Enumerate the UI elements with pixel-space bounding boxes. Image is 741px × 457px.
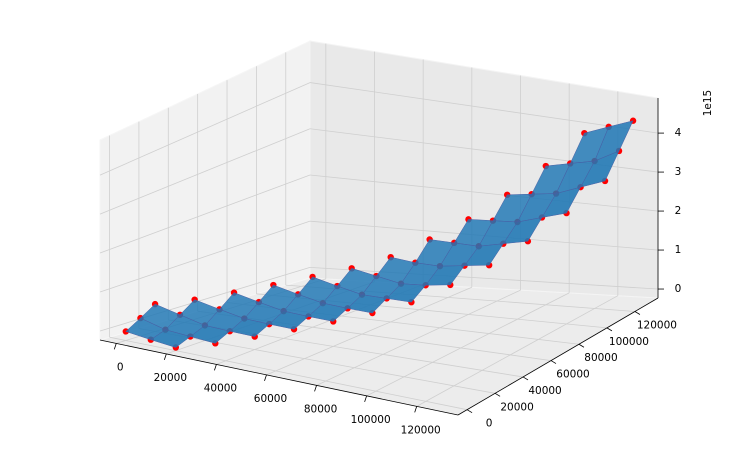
y-tick-label: 20000 bbox=[500, 401, 533, 413]
x-tick-label: 60000 bbox=[254, 393, 287, 405]
grid-line bbox=[309, 174, 659, 212]
grid-line bbox=[99, 82, 311, 176]
grid-line bbox=[138, 328, 496, 394]
y-tick-label: 120000 bbox=[637, 320, 677, 332]
tick-mark bbox=[113, 343, 117, 350]
tick-mark bbox=[264, 374, 267, 382]
y-tick-label: 80000 bbox=[584, 352, 617, 364]
x-tick-label: 40000 bbox=[204, 382, 237, 394]
z-tick-label: 0 bbox=[675, 283, 682, 295]
grid-line bbox=[99, 220, 311, 293]
x-tick-label: 120000 bbox=[401, 424, 441, 436]
tick-mark bbox=[466, 409, 473, 414]
grid-line bbox=[366, 292, 570, 397]
x-tick-label: 0 bbox=[117, 361, 124, 373]
grid-line bbox=[99, 128, 311, 215]
z-tick-label: 1 bbox=[675, 244, 682, 256]
tick-mark bbox=[578, 343, 585, 348]
x-tick-label: 80000 bbox=[304, 403, 337, 415]
grid-line bbox=[99, 174, 311, 254]
grid-line bbox=[266, 286, 472, 376]
y-axis-line bbox=[457, 297, 659, 416]
grid-line bbox=[309, 266, 659, 290]
grid-line bbox=[309, 82, 659, 134]
tick-mark bbox=[550, 360, 557, 364]
grid-line bbox=[316, 289, 521, 386]
x-tick-label: 100000 bbox=[351, 414, 391, 426]
grid-line bbox=[109, 336, 468, 411]
y-tick-label: 100000 bbox=[609, 336, 649, 348]
tick-mark bbox=[522, 376, 529, 381]
z-tick-label: 3 bbox=[675, 166, 682, 178]
tick-mark bbox=[634, 311, 641, 315]
grid-line bbox=[99, 266, 311, 332]
y-tick-label: 40000 bbox=[528, 385, 561, 397]
tick-mark bbox=[364, 395, 368, 402]
y-tick-label: 0 bbox=[486, 418, 493, 430]
z-offset-label: 1e15 bbox=[702, 90, 714, 117]
z-tick-label: 2 bbox=[675, 205, 682, 217]
grid-line bbox=[416, 295, 619, 407]
x-tick-label: 20000 bbox=[154, 372, 187, 384]
tick-mark bbox=[214, 364, 217, 371]
y-tick-label: 60000 bbox=[556, 369, 589, 381]
tick-mark bbox=[314, 385, 317, 392]
tick-mark bbox=[163, 353, 167, 361]
x-axis-line bbox=[99, 339, 459, 416]
tick-mark bbox=[606, 327, 613, 332]
tick-mark bbox=[414, 406, 418, 413]
z-tick-label: 4 bbox=[675, 127, 682, 139]
tick-mark bbox=[494, 392, 501, 397]
surface-patch bbox=[580, 150, 620, 188]
